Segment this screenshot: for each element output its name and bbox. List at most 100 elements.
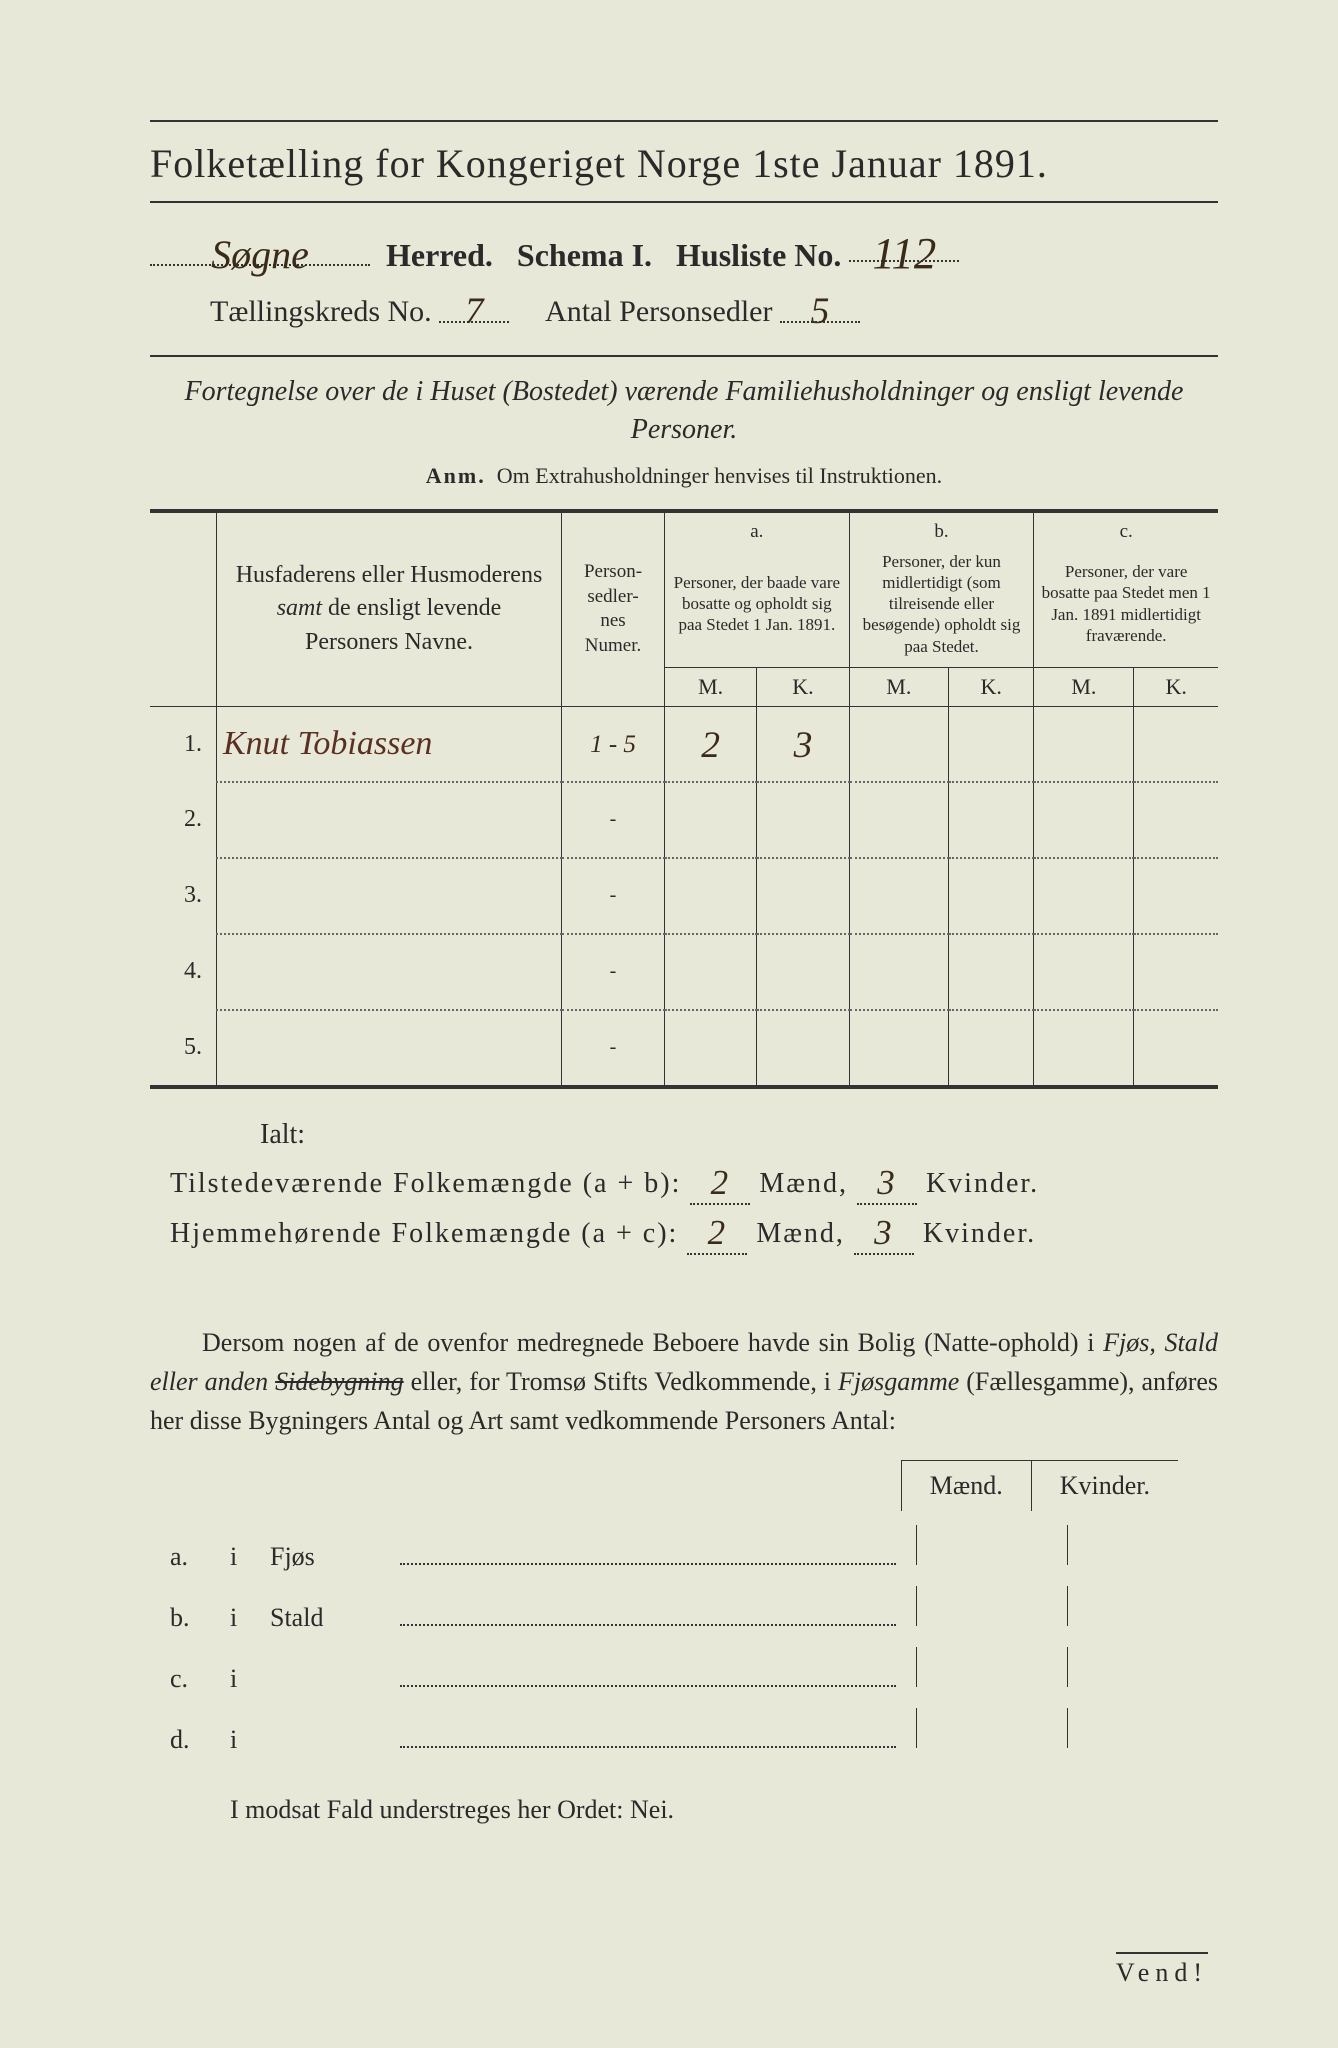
herred-label: Herred. [386,237,493,273]
dotted-line [400,1659,896,1687]
cell-cK [1134,782,1218,858]
vend-label: Vend! [1116,1952,1208,1988]
kreds-label: Tællingskreds No. [210,295,432,328]
bottom-kvinder-label: Kvinder. [1031,1460,1178,1511]
cell-cM [1034,934,1134,1010]
nei-line: I modsat Fald understreges her Ordet: Ne… [230,1795,1218,1825]
table-row: 2. - [150,782,1218,858]
row-i: i [230,1664,270,1694]
cell-cK [1134,934,1218,1010]
col-a-k: K. [757,667,849,706]
main-table: Husfaderens eller Husmoderens samt de en… [150,509,1218,1089]
cell-cM [1034,1010,1134,1087]
table-row: 3. - [150,858,1218,934]
kvinder-label: Kvinder. [926,1168,1039,1199]
outbuilding-table: Mænd.Kvinder. a. i Fjøs b. i Stald c. [150,1460,1218,1755]
cell-bK [948,782,1033,858]
schema-label: Schema I. [517,237,652,273]
outbuilding-row: b. i Stald [150,1586,1218,1633]
cell-aM [665,934,757,1010]
totals-line1-k: 3 [857,1163,917,1205]
cell-aK [757,858,849,934]
row-i: i [230,1603,270,1633]
col-a-text: Personer, der baade vare bosatte og opho… [665,547,850,668]
cell-aK [757,782,849,858]
cell-bM [849,706,948,782]
cell-cK [1134,1010,1218,1087]
cell-aK [757,1010,849,1087]
maend-cell [916,1647,1067,1687]
col-c-m: M. [1034,667,1134,706]
header-line-3: Tællingskreds No. 7 Antal Personsedler 5 [150,288,1218,329]
kvinder-cell [1067,1525,1218,1565]
kvinder-cell [1067,1708,1218,1748]
cell-aM [665,1010,757,1087]
outbuilding-header: Mænd.Kvinder. [150,1460,1218,1511]
cell-cM [1034,706,1134,782]
antal-field: 5 [780,288,860,323]
row-label: a. [150,1542,230,1572]
cell-aM [665,858,757,934]
col-num-header: Person-sedler-nesNumer. [562,511,665,707]
antal-value: 5 [811,291,830,332]
totals-line2-k: 3 [854,1213,914,1255]
totals-line-1: Tilstedeværende Folkemængde (a + b): 2 M… [170,1161,1218,1203]
cell-bK [948,934,1033,1010]
anm-text: Om Extrahusholdninger henvises til Instr… [497,463,942,488]
outbuilding-row: a. i Fjøs [150,1525,1218,1572]
kvinder-label: Kvinder. [923,1218,1036,1249]
dotted-line [400,1720,896,1748]
cell-aK: 3 [757,706,849,782]
cell-cK [1134,706,1218,782]
row-num: 3. [150,858,217,934]
header-line-2: Søgne Herred. Schema I. Husliste No. 112 [150,225,1218,274]
row-name [217,934,562,1010]
cell-aK [757,934,849,1010]
row-label: c. [150,1664,230,1694]
col-b-label: b. [849,511,1034,547]
cell-aM: 2 [665,706,757,782]
col-c-k: K. [1134,667,1218,706]
col-b-k: K. [948,667,1033,706]
col-a-label: a. [665,511,850,547]
row-num: 2. [150,782,217,858]
maend-cell [916,1708,1067,1748]
row-num: 4. [150,934,217,1010]
row-label: b. [150,1603,230,1633]
outbuilding-row: d. i [150,1708,1218,1755]
husliste-label: Husliste No. [676,237,841,273]
col-c-text: Personer, der vare bosatte paa Stedet me… [1034,547,1218,668]
col-b-m: M. [849,667,948,706]
cell-cK [1134,858,1218,934]
form-subtitle: Fortegnelse over de i Huset (Bostedet) v… [150,355,1218,449]
totals-line2-m: 2 [687,1213,747,1255]
row-personnum: 1 - 5 [562,706,665,782]
ialt-label: Ialt: [260,1119,1218,1151]
totals-line1-m: 2 [690,1163,750,1205]
kreds-field: 7 [439,288,509,323]
cell-bM [849,934,948,1010]
herred-value: Søgne [211,232,309,277]
row-num: 5. [150,1010,217,1087]
page-title: Folketælling for Kongeriget Norge 1ste J… [150,120,1218,203]
annotation-line: Anm. Om Extrahusholdninger henvises til … [150,463,1218,489]
row-personnum: - [562,1010,665,1087]
row-label: d. [150,1725,230,1755]
totals-line2-label: Hjemmehørende Folkemængde (a + c): [170,1218,678,1249]
row-i: i [230,1725,270,1755]
outbuilding-paragraph: Dersom nogen af de ovenfor medregnede Be… [150,1323,1218,1440]
maend-label: Mænd, [759,1168,848,1199]
dotted-line [400,1598,896,1626]
totals-line-2: Hjemmehørende Folkemængde (a + c): 2 Mæn… [170,1211,1218,1253]
row-name [217,1010,562,1087]
table-row: 5. - [150,1010,1218,1087]
cell-bK [948,1010,1033,1087]
cell-cM [1034,782,1134,858]
row-name [217,858,562,934]
outbuilding-row: c. i [150,1647,1218,1694]
row-name: Knut Tobiassen [217,706,562,782]
bottom-maend-label: Mænd. [901,1460,1031,1511]
cell-aM [665,782,757,858]
row-personnum: - [562,934,665,1010]
kvinder-cell [1067,1586,1218,1626]
